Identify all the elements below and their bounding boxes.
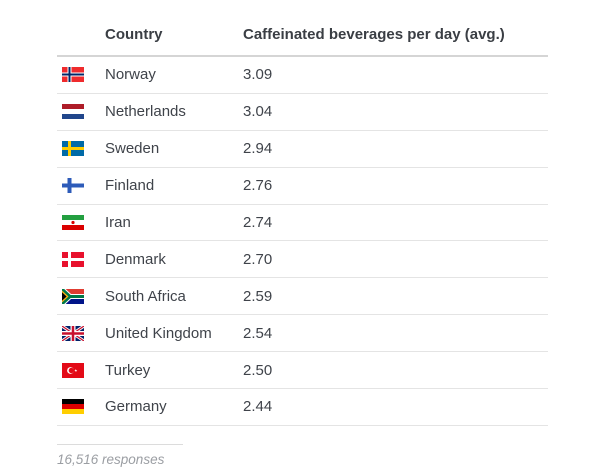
table-row: Sweden 2.94 — [57, 131, 548, 168]
table-row: Iran 2.74 — [57, 205, 548, 242]
table-row: Turkey 2.50 — [57, 352, 548, 390]
germany-flag-icon — [62, 399, 84, 415]
footer-divider — [57, 443, 183, 445]
flag-cell — [57, 67, 105, 83]
value-label: 2.54 — [243, 324, 273, 342]
south-africa-flag-icon — [62, 288, 84, 304]
iran-flag-icon — [62, 215, 84, 230]
turkey-flag-icon — [62, 362, 84, 378]
value-label: 2.70 — [243, 250, 273, 268]
value-label: 2.50 — [243, 361, 273, 379]
value-label: 3.09 — [243, 66, 273, 84]
denmark-flag-icon — [62, 251, 84, 267]
country-label: Iran — [105, 214, 131, 231]
flag-cell — [57, 215, 105, 230]
flag-cell — [57, 288, 105, 304]
value-label: 2.59 — [243, 287, 273, 305]
country-label: Netherlands — [105, 103, 186, 121]
table-row: Norway 3.09 — [57, 57, 548, 94]
finland-flag-icon — [62, 178, 84, 194]
flag-cell — [57, 251, 105, 267]
sweden-flag-icon — [62, 141, 84, 157]
country-label: United Kingdom — [105, 324, 212, 342]
country-label: Finland — [105, 177, 155, 195]
table-row: Finland 2.76 — [57, 168, 548, 205]
table-row: Denmark 2.70 — [57, 241, 548, 279]
country-column-header: Country — [105, 25, 163, 43]
flag-cell — [57, 325, 105, 341]
country-label: Turkey — [105, 361, 151, 379]
table-row: Germany 2.44 — [57, 389, 548, 426]
country-label: Norway — [105, 66, 156, 84]
country-label: Sweden — [105, 140, 160, 158]
flag-cell — [57, 104, 105, 120]
netherlands-flag-icon — [62, 104, 84, 120]
value-label: 3.04 — [243, 103, 273, 121]
country-label: Germany — [105, 398, 167, 416]
norway-flag-icon — [62, 67, 84, 83]
flag-cell — [57, 362, 105, 378]
value-column-header: Caffeinated beverages per day (avg.) — [243, 25, 505, 43]
value-label: 2.76 — [243, 177, 273, 195]
flag-cell — [57, 141, 105, 157]
country-label: Denmark — [105, 250, 166, 268]
country-caffeine-table: Country Caffeinated beverages per day (a… — [57, 20, 548, 467]
table-row: Netherlands 3.04 — [57, 94, 548, 131]
value-label: 2.94 — [243, 140, 273, 158]
flag-cell — [57, 399, 105, 415]
table-row: South Africa 2.59 — [57, 278, 548, 316]
table-row: United Kingdom 2.54 — [57, 315, 548, 353]
responses-count: 16,516 responses — [57, 451, 165, 467]
flag-cell — [57, 178, 105, 194]
country-label: South Africa — [105, 287, 186, 305]
table-header-row: Country Caffeinated beverages per day (a… — [57, 20, 548, 57]
value-label: 2.44 — [243, 398, 273, 416]
united-kingdom-flag-icon — [62, 325, 84, 341]
value-label: 2.74 — [243, 214, 273, 231]
